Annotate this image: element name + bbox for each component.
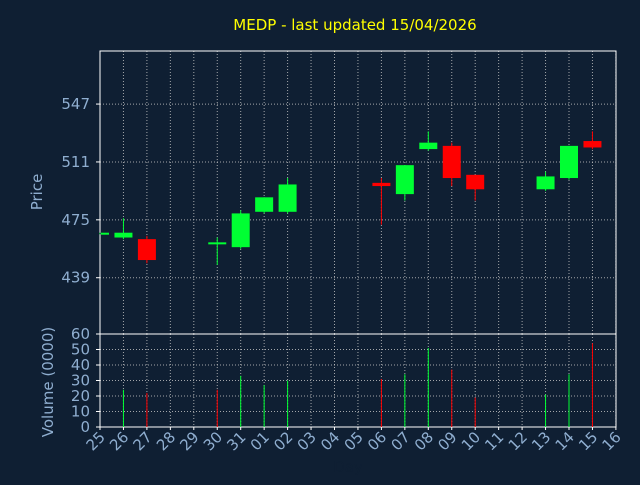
day-tick-label: 30 xyxy=(200,428,226,454)
candle-09 xyxy=(442,142,461,187)
candle-25 xyxy=(99,232,109,235)
price-panel: 547 511 475 439 xyxy=(61,50,617,335)
candle-body xyxy=(395,165,414,195)
volume-tick-label: 40 xyxy=(71,356,90,374)
candle-14 xyxy=(560,145,578,180)
candle-body xyxy=(208,242,227,245)
day-tick-label: 04 xyxy=(317,428,343,454)
candle-body xyxy=(114,232,133,238)
chart-title: MEDP - last updated 15/04/2026 xyxy=(233,16,476,34)
day-tick-label: 27 xyxy=(129,428,155,454)
day-tick-label: 01 xyxy=(247,428,273,454)
day-tick-label: 15 xyxy=(575,428,601,454)
candle-26 xyxy=(114,218,133,240)
candle-27 xyxy=(137,235,156,264)
day-tick-label: 10 xyxy=(458,428,484,454)
candle-06 xyxy=(372,178,391,225)
volume-tick-label: 20 xyxy=(71,387,90,405)
price-tick-label: 547 xyxy=(61,95,90,113)
day-axis: 2526272829303101020304050607080910111213… xyxy=(83,427,625,454)
day-tick-label: 12 xyxy=(505,428,531,454)
day-tick-label: 03 xyxy=(294,428,320,454)
day-tick-label: 09 xyxy=(434,428,460,454)
candle-07 xyxy=(395,165,414,201)
volume-tick-label: 10 xyxy=(71,403,90,421)
day-tick-label: 31 xyxy=(223,428,249,454)
day-tick-label: 28 xyxy=(153,428,179,454)
price-tick-label: 511 xyxy=(61,153,90,171)
day-tick-label: 07 xyxy=(387,428,413,454)
x-axis-label: Day xyxy=(333,458,363,476)
candle-08 xyxy=(419,131,438,151)
day-tick-label: 29 xyxy=(176,428,202,454)
price-axis-label: Price xyxy=(28,174,46,211)
candle-15 xyxy=(583,131,602,150)
candle-body xyxy=(278,184,297,212)
candle-body xyxy=(137,239,156,261)
day-tick-label: 02 xyxy=(270,428,296,454)
day-tick-label: 16 xyxy=(598,428,624,454)
candle-body xyxy=(583,141,602,148)
volume-tick-label: 50 xyxy=(71,341,90,359)
candle-31 xyxy=(231,210,250,249)
candle-10 xyxy=(466,174,485,201)
candle-13 xyxy=(536,171,555,191)
day-tick-label: 14 xyxy=(552,428,578,454)
candle-body xyxy=(466,174,485,190)
price-tick-label: 475 xyxy=(61,211,90,229)
price-tick-label: 439 xyxy=(61,269,90,287)
volume-tick-label: 60 xyxy=(71,325,90,343)
day-tick-label: 13 xyxy=(528,428,554,454)
candle-30 xyxy=(208,237,227,265)
candle-01 xyxy=(255,197,274,214)
volume-tick-label: 30 xyxy=(71,372,90,390)
candle-body xyxy=(231,213,250,248)
candle-body xyxy=(560,145,578,179)
candle-body xyxy=(419,142,438,150)
candle-body xyxy=(536,176,555,190)
day-tick-label: 05 xyxy=(341,428,367,454)
candle-body xyxy=(372,182,391,187)
day-tick-label: 11 xyxy=(481,428,507,454)
candle-body xyxy=(101,232,109,235)
day-tick-label: 06 xyxy=(364,428,390,454)
volume-tick-label: 0 xyxy=(80,418,90,436)
candle-body xyxy=(442,145,461,179)
candle-02 xyxy=(278,178,297,214)
candle-body xyxy=(255,197,274,212)
day-tick-label: 26 xyxy=(106,428,132,454)
volume-axis-label: Volume (0000) xyxy=(39,327,57,437)
day-tick-label: 08 xyxy=(411,428,437,454)
